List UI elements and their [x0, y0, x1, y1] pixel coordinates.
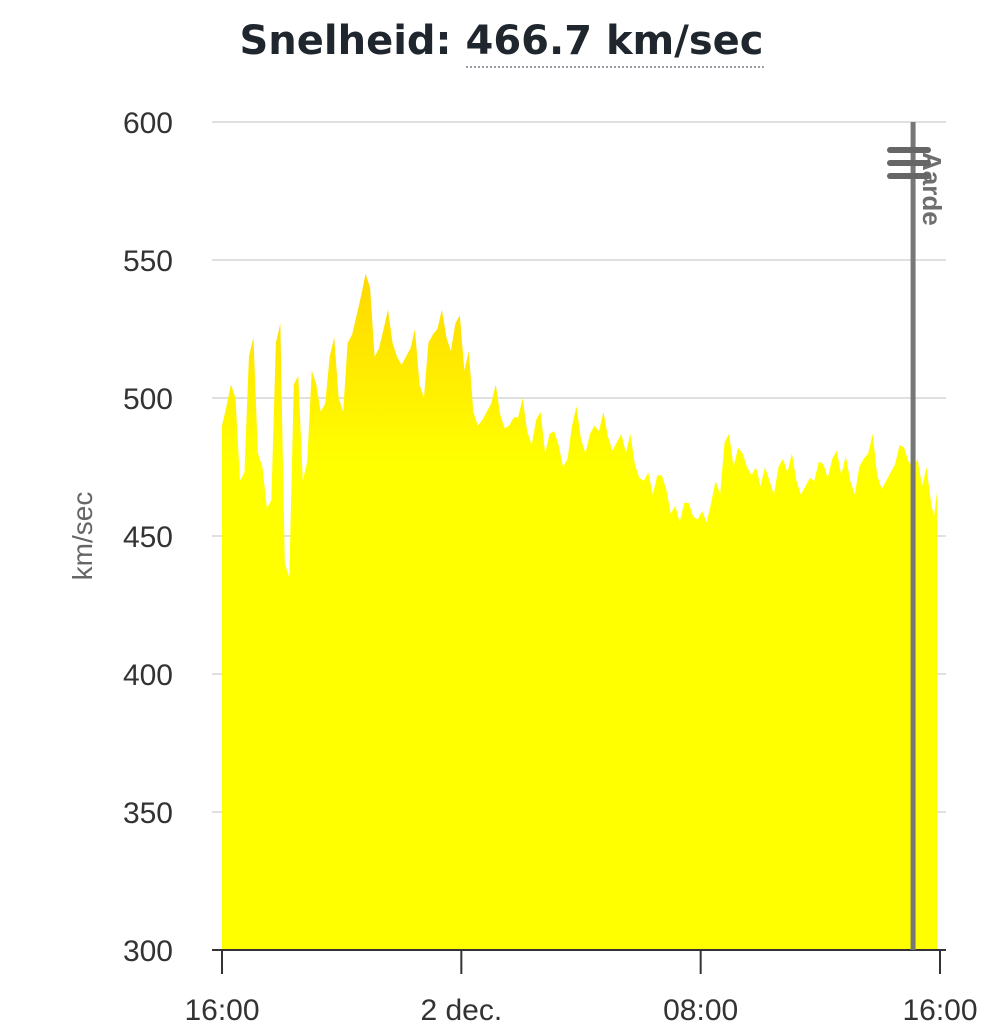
chart-title: Snelheid: 466.7 km/sec: [0, 18, 1003, 68]
y-axis: 300 350 400 450 500 550 600: [123, 107, 173, 968]
y-tick-label: 550: [123, 245, 173, 278]
title-prefix: Snelheid:: [239, 18, 452, 64]
menu-bar: [887, 160, 931, 166]
plot-area: [222, 273, 938, 950]
series-area: [222, 273, 938, 950]
y-tick-label: 300: [123, 935, 173, 968]
y-tick-label: 600: [123, 107, 173, 140]
title-value[interactable]: 466.7 km/sec: [465, 18, 764, 68]
x-axis: 16:00 2 dec. 08:00 16:00: [184, 949, 978, 1024]
x-tick-label: 2 dec.: [420, 994, 502, 1024]
menu-bar: [887, 173, 931, 179]
x-tick-label: 16:00: [184, 994, 259, 1024]
y-tick-label: 500: [123, 383, 173, 416]
menu-bar: [887, 147, 931, 153]
y-axis-title: km/sec: [67, 492, 98, 581]
y-tick-label: 350: [123, 797, 173, 830]
hamburger-menu-icon[interactable]: [887, 147, 931, 179]
x-tick-label: 08:00: [663, 994, 738, 1024]
x-tick-label: 16:00: [902, 994, 977, 1024]
y-tick-label: 450: [123, 521, 173, 554]
y-tick-label: 400: [123, 659, 173, 692]
